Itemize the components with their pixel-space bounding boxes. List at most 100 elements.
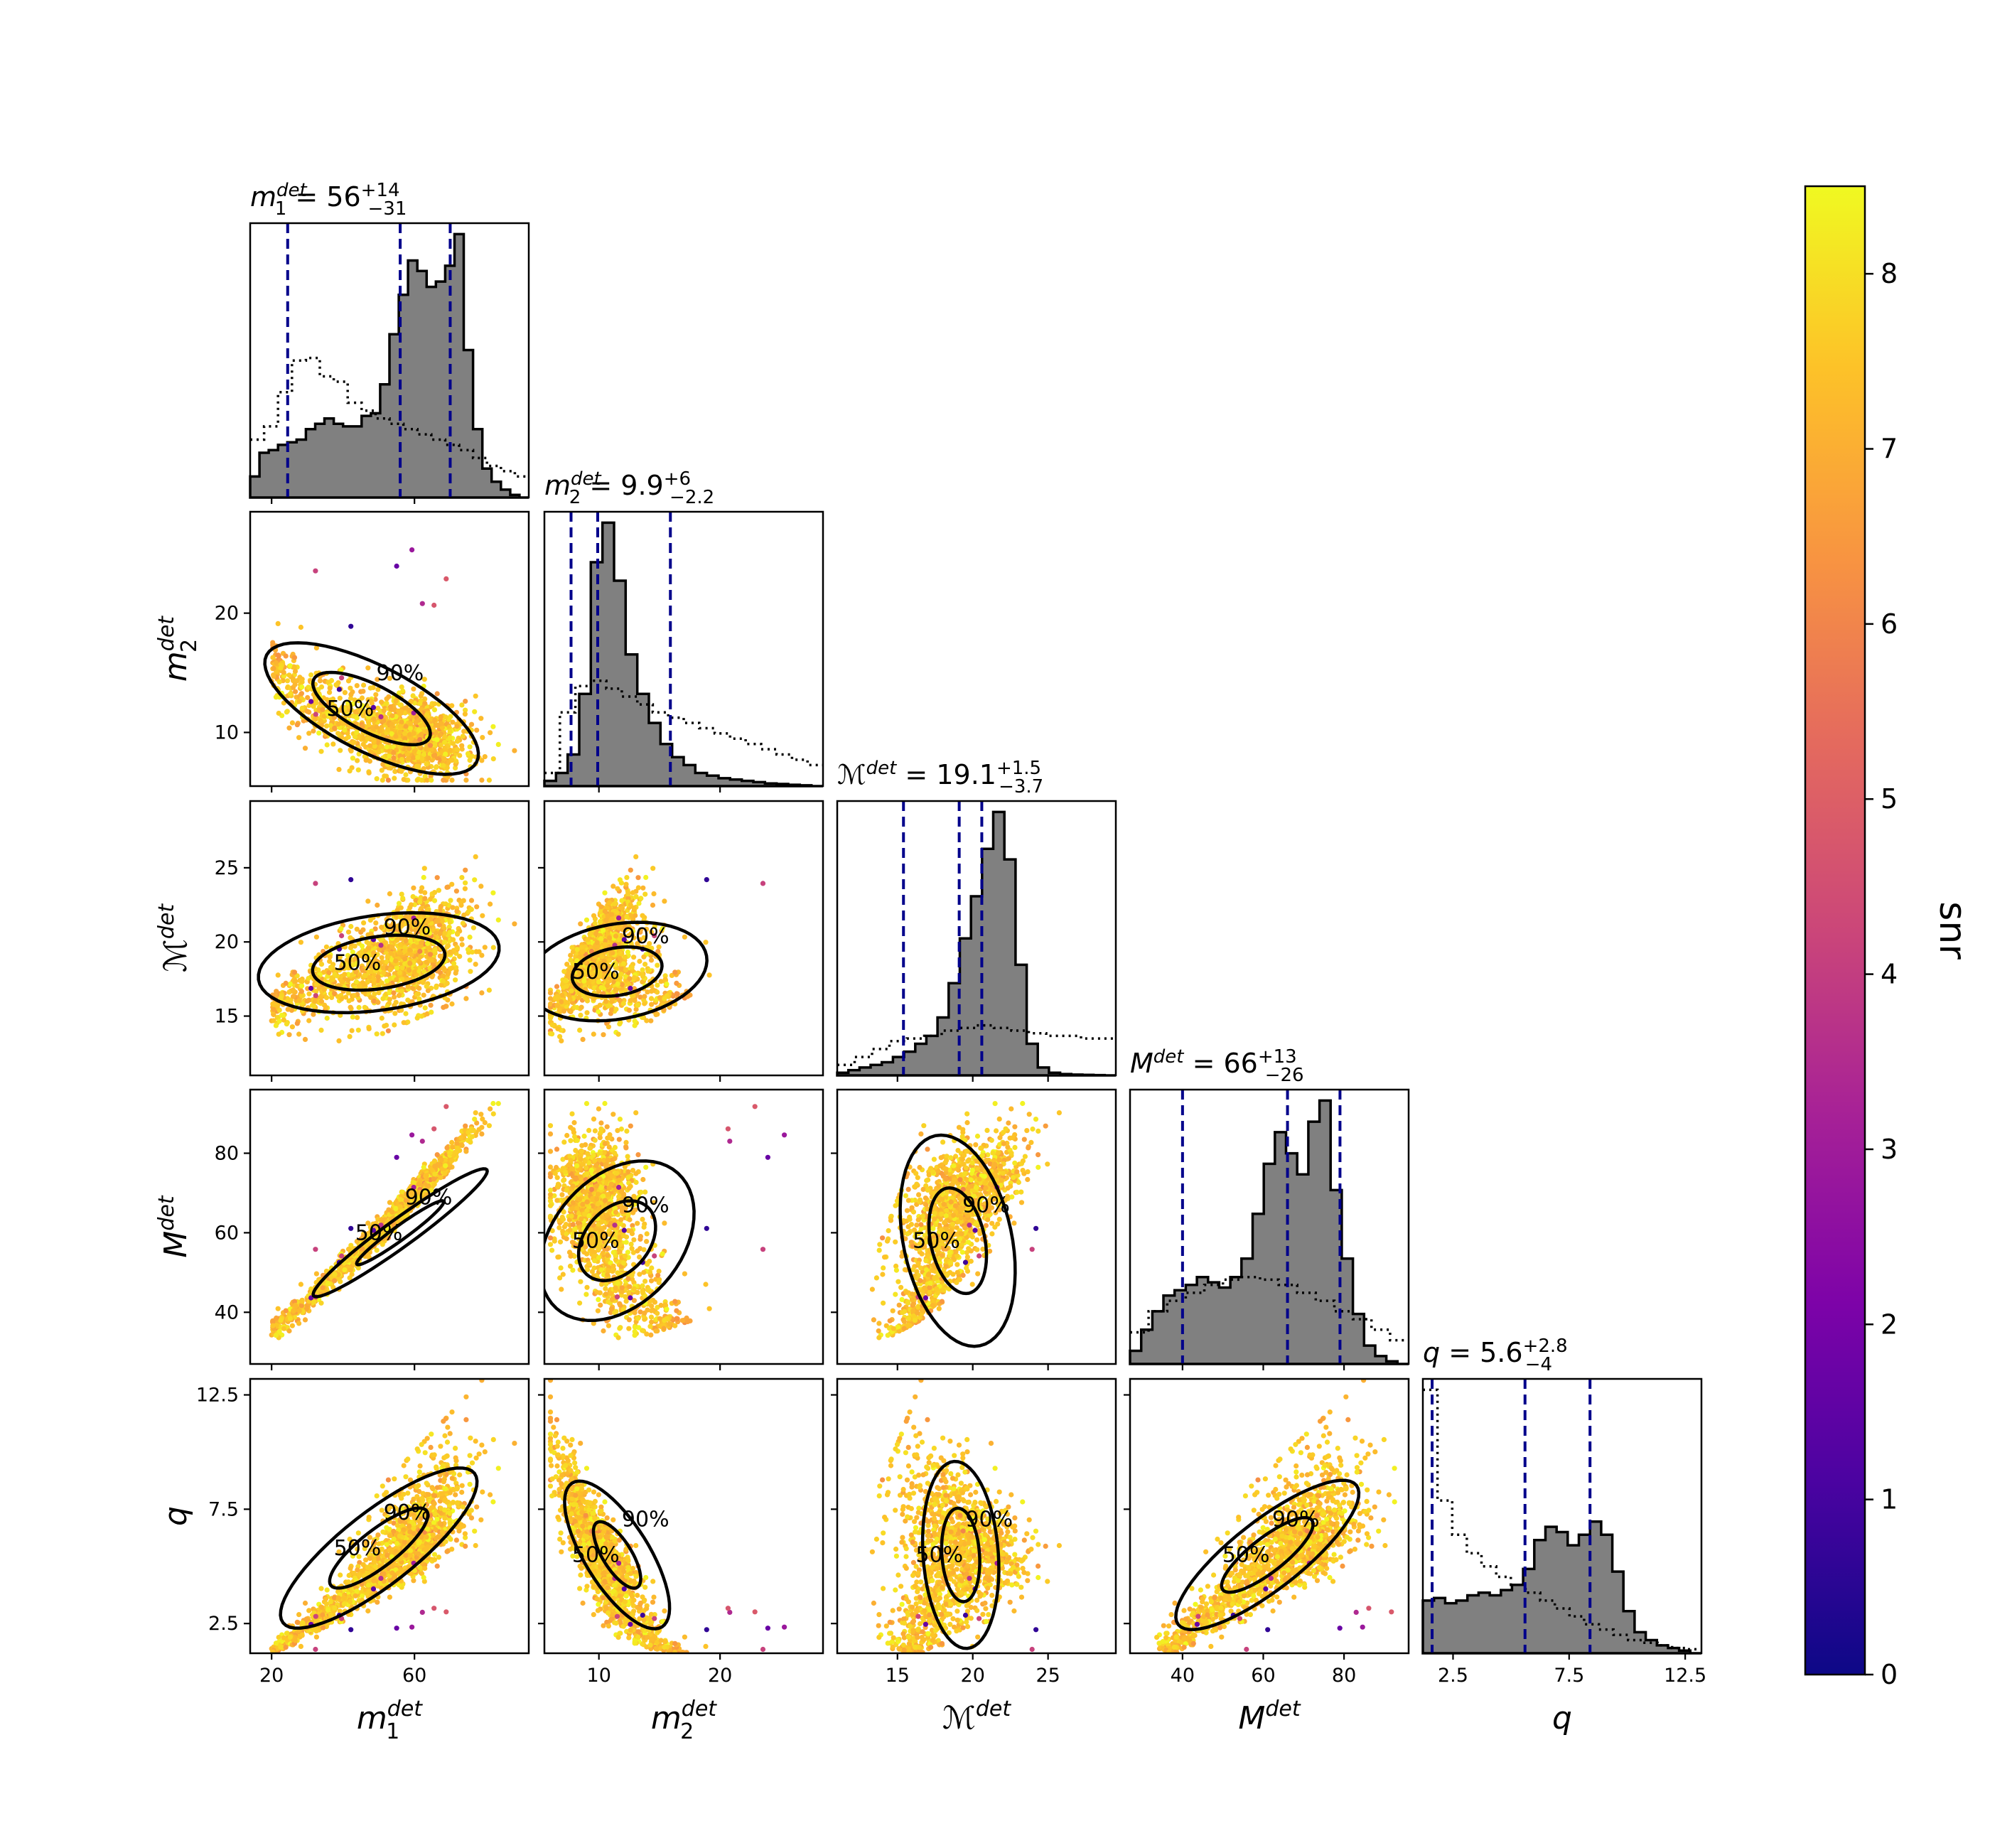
- scatter-point: [389, 944, 395, 950]
- scatter-point: [399, 719, 404, 725]
- scatter-point: [438, 714, 443, 720]
- scatter-point: [336, 767, 342, 773]
- scatter-point: [407, 731, 413, 737]
- scatter-point: [335, 994, 341, 999]
- scatter-point: [292, 668, 298, 675]
- scatter-point: [365, 952, 372, 957]
- scatter-point: [615, 981, 620, 987]
- scatter-point: [416, 991, 421, 996]
- scatter-point: [421, 866, 427, 871]
- scatter-point: [566, 993, 572, 999]
- panel-frame: [249, 510, 530, 788]
- scatter-point: [366, 941, 372, 947]
- scatter-point: [549, 1031, 555, 1037]
- scatter-point: [355, 1015, 360, 1021]
- scatter-point: [594, 968, 600, 974]
- scatter-point: [425, 988, 431, 994]
- scatter-point: [606, 900, 613, 906]
- scatter-point: [431, 898, 438, 903]
- scatter-point: [348, 685, 353, 691]
- scatter-point: [299, 983, 305, 989]
- scatter-point: [283, 980, 289, 986]
- scatter-point: [569, 988, 574, 994]
- scatter-point: [638, 994, 643, 1000]
- panel-frame: [249, 222, 530, 499]
- scatter-point: [298, 691, 304, 697]
- scatter-point: [596, 1009, 601, 1014]
- scatter-point: [462, 886, 468, 891]
- scatter-point: [579, 945, 585, 950]
- scatter-point: [371, 977, 377, 982]
- scatter-point: [348, 935, 353, 940]
- scatter-point: [647, 941, 652, 947]
- scatter-point: [346, 998, 352, 1004]
- scatter-point: [463, 778, 469, 783]
- scatter-point: [404, 751, 410, 757]
- scatter-point: [490, 890, 496, 896]
- scatter-point: [480, 913, 485, 918]
- scatter-point: [547, 990, 554, 996]
- scatter-point: [424, 729, 429, 734]
- scatter-point: [306, 1018, 312, 1024]
- scatter-point: [274, 989, 279, 994]
- scatter-point: [638, 896, 644, 901]
- scatter-point: [438, 903, 443, 909]
- scatter-point: [276, 1031, 281, 1037]
- scatter-point: [318, 999, 325, 1004]
- scatter-point: [488, 901, 493, 907]
- scatter-point: [443, 901, 448, 907]
- scatter-point: [341, 961, 347, 967]
- scatter-point: [340, 721, 345, 726]
- scatter-point: [366, 1026, 372, 1031]
- scatter-point: [348, 945, 354, 951]
- scatter-point: [674, 980, 679, 986]
- scatter-point: [299, 679, 305, 685]
- scatter-point: [594, 940, 600, 945]
- scatter-point: [568, 957, 574, 963]
- scatter-point: [459, 702, 465, 708]
- scatter-point: [441, 1004, 446, 1010]
- scatter-point: [463, 867, 468, 873]
- scatter-point: [350, 949, 355, 955]
- scatter-point: [287, 981, 293, 987]
- scatter-point: [431, 890, 438, 896]
- scatter-point: [434, 737, 440, 743]
- scatter-point: [317, 678, 323, 684]
- scatter-point: [592, 920, 598, 926]
- scatter-point: [291, 655, 298, 660]
- scatter-point: [577, 1027, 583, 1033]
- scatter-point: [342, 972, 348, 977]
- y-tick-label: 20: [215, 603, 239, 625]
- scatter-point: [554, 984, 560, 989]
- scatter-point: [559, 1038, 564, 1043]
- scatter-point: [392, 775, 397, 781]
- scatter-point: [289, 720, 295, 726]
- scatter-point: [606, 1003, 611, 1009]
- scatter-point: [392, 768, 398, 774]
- scatter-point: [648, 957, 655, 963]
- scatter-point: [437, 732, 443, 738]
- scatter-point: [591, 996, 596, 1001]
- scatter-point: [386, 694, 392, 699]
- scatter-point: [286, 672, 292, 678]
- scatter-point: [422, 696, 428, 702]
- scatter-point: [598, 936, 604, 942]
- scatter-point: [450, 719, 456, 725]
- scatter-point: [378, 942, 384, 948]
- scatter-point: [345, 972, 351, 977]
- scatter-point: [365, 898, 371, 904]
- scatter-point: [360, 689, 366, 694]
- scatter-point: [615, 1031, 621, 1037]
- scatter-point: [581, 978, 587, 984]
- scatter-point: [323, 944, 329, 950]
- scatter-point: [374, 958, 380, 964]
- scatter-point: [391, 755, 397, 761]
- scatter-point: [318, 718, 324, 724]
- scatter-point: [633, 913, 638, 918]
- scatter-point: [366, 945, 372, 950]
- scatter-point: [576, 969, 583, 975]
- scatter-point: [672, 969, 678, 975]
- scatter-point: [421, 992, 426, 998]
